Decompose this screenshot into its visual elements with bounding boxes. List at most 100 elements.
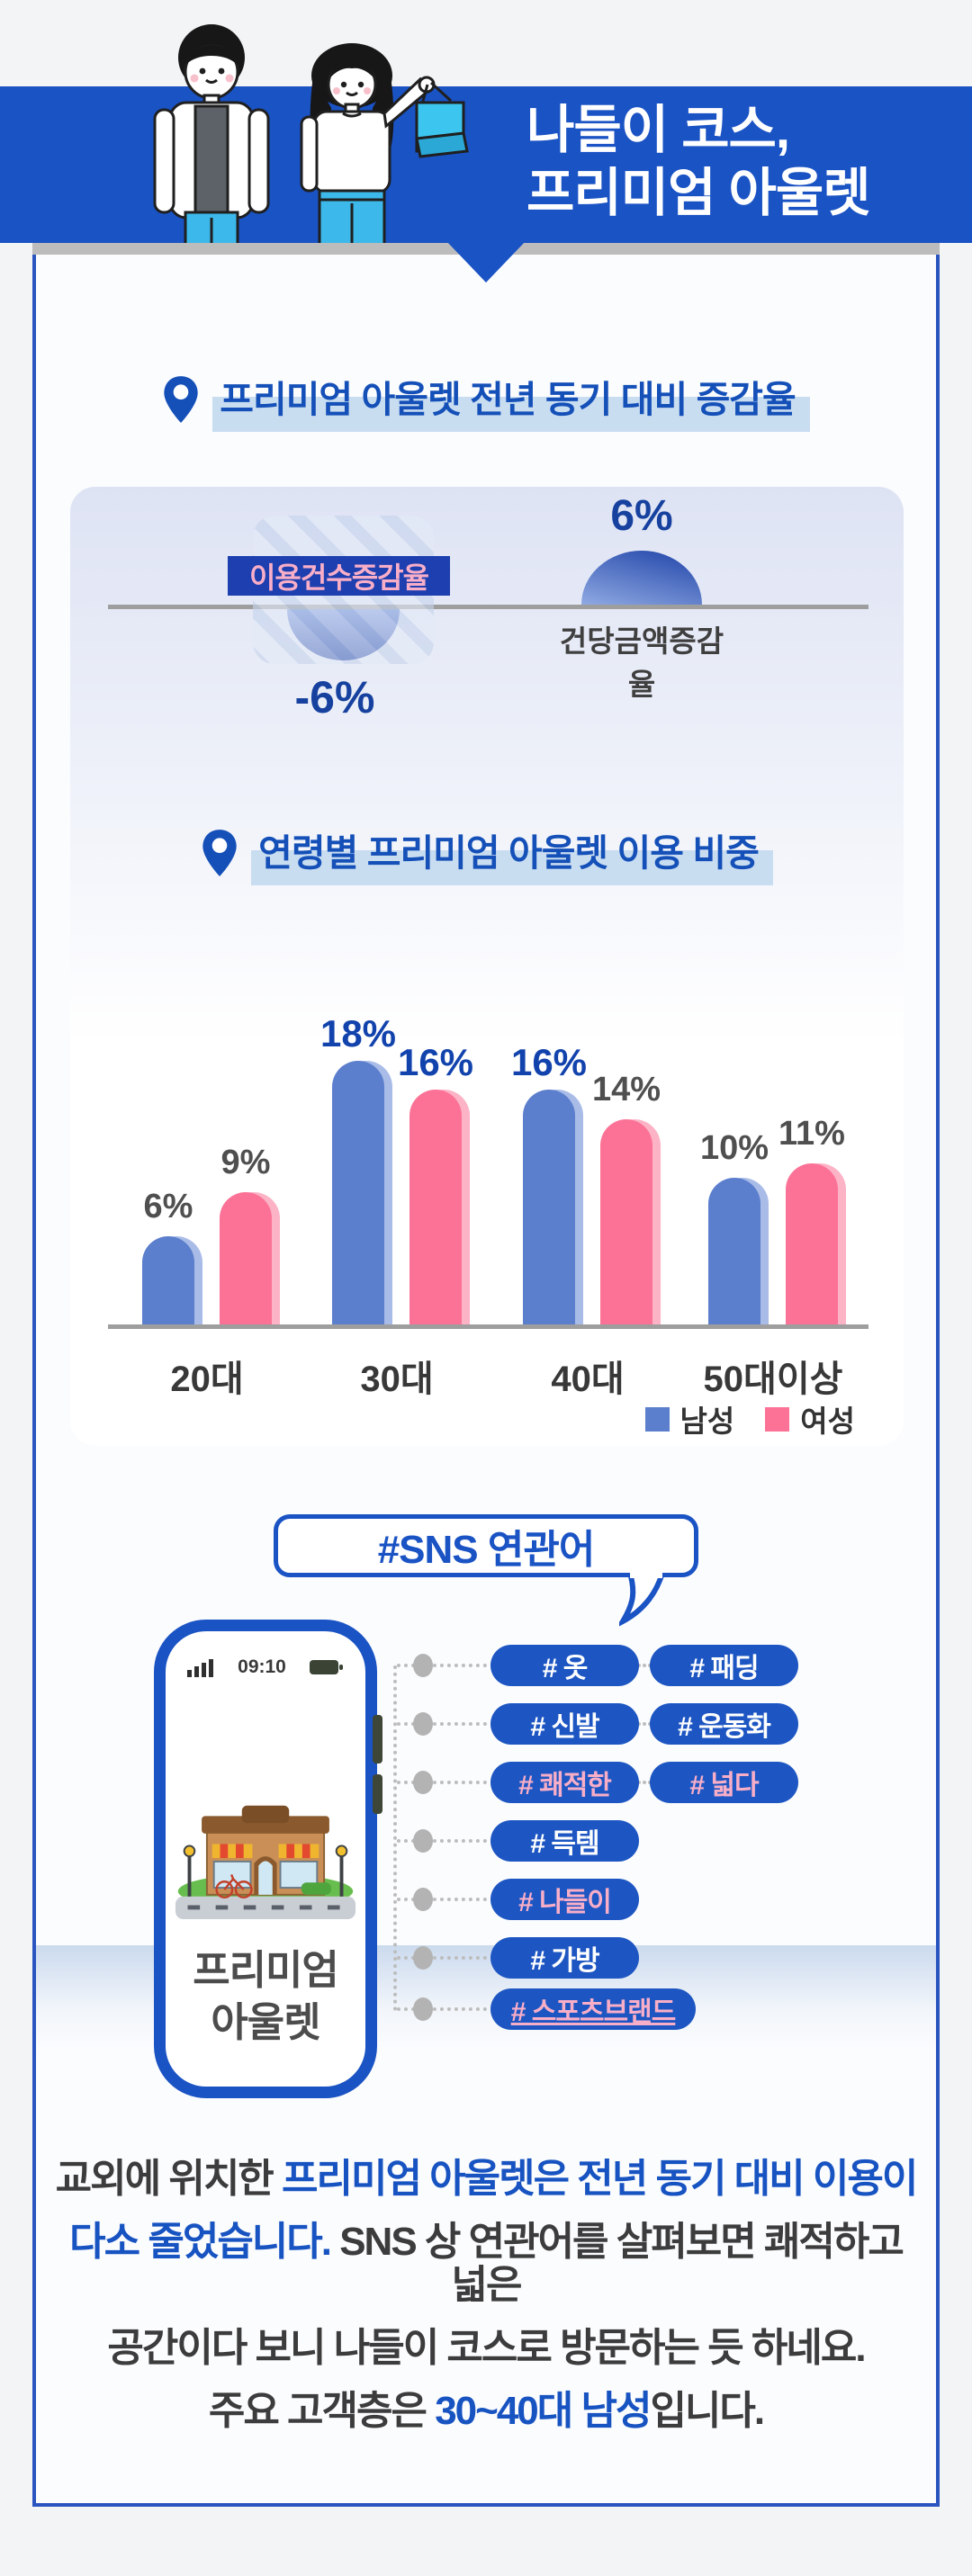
phone-illustration: 09:10 프리미엄 아울렛 [154, 1620, 377, 2098]
location-pin-icon [202, 830, 237, 876]
phone-side-button [373, 1715, 382, 1764]
usage-count-label: 이용건수증감율 [248, 561, 429, 594]
summary-segment-dark: 교외에 위치한 [55, 2157, 283, 2201]
bar-value-30대-여성: 16% [397, 1041, 474, 1083]
section1-title-row: 프리미엄 아울렛 전년 동기 대비 증감율 [0, 367, 972, 432]
page-title-line1: 나들이 코스, [526, 101, 790, 159]
legend-female-label: 여성 [800, 1405, 855, 1438]
hashtag-pill: # 옷 [490, 1645, 639, 1686]
summary-line-2: 다소 줄었습니다. SNS 상 연관어를 살펴보면 쾌적하고 넓은 [54, 2221, 918, 2307]
connector-dash [397, 1839, 487, 1843]
bar-40대-남성 [523, 1090, 575, 1324]
female-swatch-icon [765, 1406, 790, 1432]
connector-dot [413, 1654, 433, 1677]
legend-item-female: 여성 [765, 1397, 855, 1441]
summary-segment-blue: 30~40대 남성 [435, 2389, 652, 2433]
legend-male-label: 남성 [680, 1405, 735, 1438]
hashtag-label: # 쾌적한 [518, 1771, 612, 1800]
bar-20대-남성 [142, 1236, 194, 1324]
connector-dot [413, 1829, 433, 1853]
summary-segment-dark: 주요 고객층은 [208, 2389, 436, 2433]
speech-bubble-tail-icon [619, 1573, 665, 1627]
summary-segment-blue: 프리미엄 아울렛은 전년 동기 대비 이용이 [282, 2157, 918, 2201]
frame-bottom-border [32, 2503, 940, 2507]
x-tick-50대이상: 50대이상 [703, 1360, 843, 1399]
x-tick-40대: 40대 [551, 1360, 625, 1399]
bar-20대-여성 [220, 1192, 272, 1324]
phone-label-line1: 프리미엄 [193, 1947, 339, 1993]
connector-dash [397, 1956, 487, 1960]
bar-40대-여성 [600, 1119, 652, 1324]
battery-icon [310, 1660, 343, 1674]
section1-title: 프리미엄 아울렛 전년 동기 대비 증감율 [212, 367, 810, 432]
hashtag-label: # 넓다 [689, 1771, 759, 1800]
connector-dot [413, 1771, 433, 1794]
bar-50대이상-여성 [786, 1163, 838, 1324]
connector-dash [397, 1722, 487, 1726]
couple-shopping-illustration-icon [153, 24, 469, 247]
hashtag-pill: # 넓다 [650, 1762, 798, 1803]
usage-count-label-box: 이용건수증감율 [228, 556, 450, 596]
x-tick-20대: 20대 [170, 1360, 244, 1399]
connector-dash [397, 1664, 487, 1667]
section2-title-row: 연령별 프리미엄 아울렛 이용 비중 [70, 821, 904, 885]
hashtag-label: # 득템 [530, 1829, 599, 1859]
connector-vertical-line [393, 1665, 397, 2011]
amount-per-case-value: 6% [610, 492, 673, 540]
bar-30대-여성 [410, 1090, 462, 1324]
storefront-illustration-icon [175, 1805, 356, 1920]
amount-per-case-positive-dome [581, 551, 702, 605]
connector-dash [637, 1781, 652, 1784]
banner-pointer-triangle [446, 241, 526, 283]
charts-panel: 이용건수증감율 -6% 6% 건당금액증감율 연령별 프리미엄 아울렛 이용 비… [70, 487, 904, 1446]
frame-left-border [32, 255, 36, 2507]
hashtag-pill: # 득템 [490, 1820, 639, 1862]
hashtag-pill: # 스포츠브랜드 [490, 1988, 696, 2030]
connector-dash [397, 1781, 487, 1784]
connector-dash [397, 2007, 487, 2011]
bar-value-20대-남성: 6% [143, 1188, 194, 1225]
hashtag-label: # 가방 [530, 1946, 599, 1976]
hashtag-label: # 패딩 [689, 1654, 759, 1683]
hashtag-label: # 옷 [542, 1654, 589, 1683]
summary-segment-dark: 공간이다 보니 나들이 코스로 방문하는 듯 하네요. [107, 2326, 866, 2370]
hashtag-pill: # 운동화 [650, 1703, 798, 1745]
bar-value-50대이상-여성: 11% [778, 1115, 845, 1153]
x-tick-30대: 30대 [360, 1360, 434, 1399]
hashtag-pill: # 쾌적한 [490, 1762, 639, 1803]
summary-segment-dark: SNS 상 연관어를 살펴보면 쾌적하고 넓은 [329, 2220, 904, 2307]
summary-segment-blue: 다소 줄었습니다. [69, 2220, 332, 2264]
connector-dot [413, 1997, 433, 2021]
bar-value-40대-여성: 14% [591, 1071, 662, 1108]
connector-dot [413, 1712, 433, 1736]
phone-label-line2: 아울렛 [211, 1999, 320, 2045]
sns-bubble-title: #SNS 연관어 [377, 1528, 596, 1572]
summary-line-3: 공간이다 보니 나들이 코스로 방문하는 듯 하네요. [54, 2327, 918, 2370]
hashtag-pill: # 가방 [490, 1937, 639, 1979]
connector-dot [413, 1888, 433, 1911]
chart-legend: 남성 여성 [644, 1397, 855, 1441]
page-title-line2: 프리미엄 아울렛 [526, 164, 871, 222]
bar-value-40대-남성: 16% [510, 1041, 588, 1083]
hashtag-label: # 신발 [530, 1712, 599, 1742]
hashtag-pill: # 신발 [490, 1703, 639, 1745]
connector-dash [637, 1722, 652, 1726]
phone-screen-label: 프리미엄 아울렛 [166, 1944, 365, 2049]
bar-value-50대이상-남성: 10% [699, 1129, 770, 1167]
x-axis-line [108, 1324, 868, 1329]
summary-segment-dark: 입니다. [650, 2389, 765, 2433]
usage-count-value: -6% [294, 672, 375, 723]
male-swatch-icon [644, 1406, 670, 1432]
legend-item-male: 남성 [644, 1397, 735, 1441]
hashtag-label: # 스포츠브랜드 [510, 1997, 677, 2027]
bar-50대이상-남성 [708, 1178, 760, 1324]
signal-icon [187, 1659, 213, 1677]
hashtag-pill: # 나들이 [490, 1879, 639, 1920]
section2-title: 연령별 프리미엄 아울렛 이용 비중 [251, 821, 773, 885]
sns-speech-bubble: #SNS 연관어 [274, 1514, 698, 1577]
hashtag-pill: # 패딩 [650, 1645, 798, 1686]
frame-right-border [936, 255, 940, 2507]
bar-value-30대-남성: 18% [320, 1012, 397, 1055]
